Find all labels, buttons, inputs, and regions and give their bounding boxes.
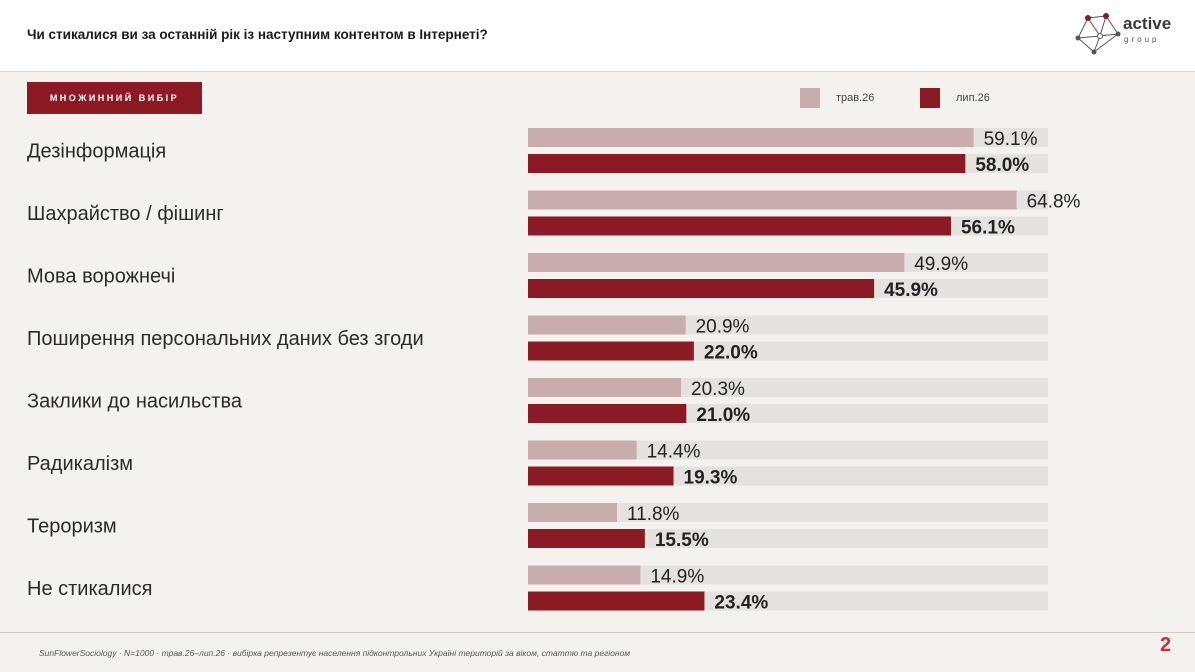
data-label-series-1: 14.9% (650, 567, 704, 588)
category-label: Тероризм (27, 516, 117, 538)
legend-label-series-2: лип.26 (956, 92, 990, 104)
category-label: Радикалізм (27, 453, 133, 475)
bar-series-2 (528, 154, 966, 173)
data-label-series-2: 15.5% (655, 530, 709, 551)
bar-series-1 (528, 315, 686, 335)
legend-swatch-series-2 (920, 88, 940, 108)
legend-item-series-2: лип.26 (920, 88, 990, 108)
data-label-series-1: 64.8% (1027, 192, 1081, 213)
data-label-series-2: 56.1% (961, 218, 1015, 239)
bar-track (528, 440, 1048, 460)
category-label: Мова ворожнечі (27, 266, 175, 288)
logo-subtitle: group (1124, 35, 1160, 44)
legend-label-series-1: трав.26 (836, 92, 875, 104)
data-label-series-1: 49.9% (914, 254, 968, 275)
data-label-series-2: 19.3% (684, 468, 738, 489)
data-label-series-2: 23.4% (714, 593, 768, 614)
data-label-series-2: 45.9% (884, 280, 938, 301)
legend-swatch-series-1 (800, 88, 820, 108)
data-label-series-2: 22.0% (704, 343, 758, 364)
footer-divider (0, 632, 1195, 633)
bar-series-1 (528, 253, 905, 272)
bar-series-1 (528, 378, 682, 397)
data-label-series-1: 20.9% (696, 317, 750, 338)
bar-series-1 (528, 503, 617, 522)
bar-series-2 (528, 591, 705, 611)
category-label: Не стикалися (27, 578, 152, 600)
logo-wordmark: active (1123, 14, 1172, 33)
bar-series-2 (528, 466, 674, 486)
data-label-series-2: 21.0% (696, 405, 750, 426)
data-label-series-2: 58.0% (975, 155, 1029, 176)
footnote: SunFlowerSociology · N=1000 · трав.26–ли… (39, 648, 631, 658)
network-logo-icon (1075, 13, 1121, 55)
bar-series-2 (528, 279, 875, 298)
bar-series-1 (528, 190, 1017, 210)
bar-series-2 (528, 216, 951, 236)
header: Чи стикалися ви за останній рік із насту… (0, 0, 1195, 72)
data-label-series-1: 59.1% (984, 129, 1038, 150)
multiple-choice-badge: МНОЖИННИЙ ВИБІР (27, 82, 202, 114)
bar-track (528, 529, 1048, 548)
category-label: Заклики до насильства (27, 391, 243, 413)
legend-item-series-1: трав.26 (800, 88, 874, 108)
data-label-series-1: 20.3% (691, 379, 745, 400)
bar-track (528, 565, 1048, 585)
bar-series-1 (528, 128, 974, 147)
bar-series-1 (528, 440, 637, 460)
bar-series-2 (528, 341, 694, 361)
category-label: Поширення персональних даних без згоди (27, 328, 424, 350)
category-label: Дезінформація (27, 141, 166, 163)
category-label: Шахрайство / фішинг (27, 203, 224, 225)
data-label-series-1: 14.4% (647, 442, 701, 463)
data-label-series-1: 11.8% (627, 504, 680, 525)
bar-series-2 (528, 529, 645, 548)
page-title: Чи стикалися ви за останній рік із насту… (27, 27, 488, 42)
bar-track (528, 503, 1048, 522)
bar-series-1 (528, 565, 641, 585)
bar-series-2 (528, 404, 687, 423)
page-number: 2 (1160, 634, 1172, 656)
